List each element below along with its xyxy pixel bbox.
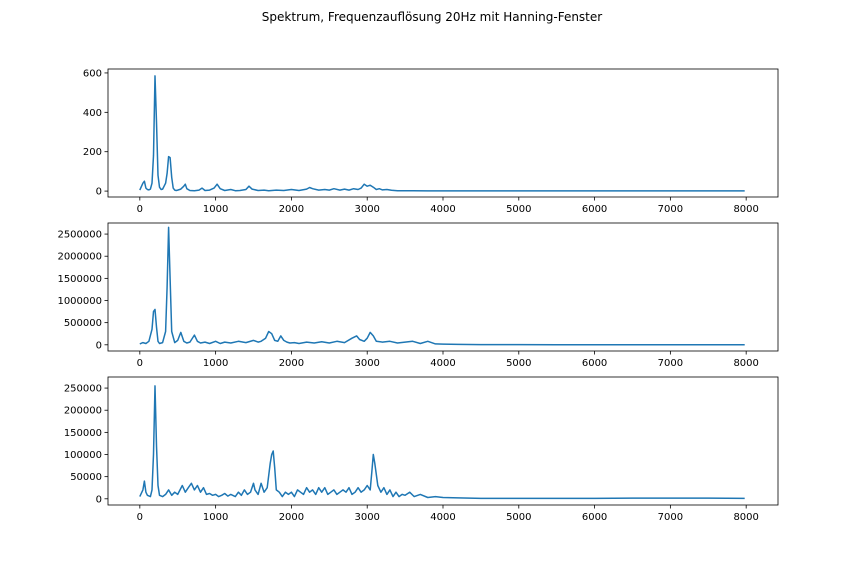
x-tick-label-2-4: 4000 xyxy=(430,358,455,369)
y-tick-label-1-2: 400 xyxy=(83,108,102,119)
series-line-3-1 xyxy=(139,385,745,500)
x-tick-label-3-7: 7000 xyxy=(658,512,683,523)
x-tick-label-2-6: 6000 xyxy=(582,358,607,369)
x-tick-label-2-0: 0 xyxy=(137,358,143,369)
x-tick-label-2-5: 5000 xyxy=(506,358,531,369)
y-tick-label-2-4: 2000000 xyxy=(57,252,102,263)
x-tick-label-2-7: 7000 xyxy=(658,358,683,369)
x-tick-label-1-3: 3000 xyxy=(354,204,379,215)
axes-frame-3 xyxy=(107,376,779,506)
x-tick-label-3-6: 6000 xyxy=(582,512,607,523)
y-tick-label-1-0: 0 xyxy=(96,187,102,198)
x-tick-label-3-5: 5000 xyxy=(506,512,531,523)
subplot-1: 0 1000 2000 3000 4000 5000 6000 7000 8000 0 200 400… xyxy=(83,68,779,215)
x-tick-label-3-4: 4000 xyxy=(430,512,455,523)
y-tick-label-2-2: 1000000 xyxy=(57,296,102,307)
y-tick-label-2-5: 2500000 xyxy=(57,230,102,241)
series-line-1-1 xyxy=(139,75,745,192)
x-tick-label-2-1: 1000 xyxy=(203,358,228,369)
subplot-3: 0 1000 2000 3000 4000 5000 6000 7000 8000 0 50000 1… xyxy=(64,376,779,523)
x-tick-label-3-1: 1000 xyxy=(203,512,228,523)
figure-title: Spektrum, Frequenzauflösung 20Hz mit Han… xyxy=(261,10,603,24)
y-tick-label-2-0: 0 xyxy=(96,340,102,351)
axes-frame-1 xyxy=(107,68,779,198)
y-tick-label-3-1: 50000 xyxy=(70,472,102,483)
y-tick-label-3-0: 0 xyxy=(96,494,102,505)
y-tick-label-3-3: 150000 xyxy=(64,428,102,439)
y-tick-label-3-4: 200000 xyxy=(64,406,102,417)
x-tick-label-1-2: 2000 xyxy=(279,204,304,215)
x-tick-label-3-0: 0 xyxy=(137,512,143,523)
x-tick-label-1-6: 6000 xyxy=(582,204,607,215)
x-tick-label-2-8: 8000 xyxy=(733,358,758,369)
y-tick-label-2-1: 500000 xyxy=(64,318,102,329)
x-tick-label-1-1: 1000 xyxy=(203,204,228,215)
x-tick-label-1-8: 8000 xyxy=(733,204,758,215)
x-tick-label-1-7: 7000 xyxy=(658,204,683,215)
x-tick-label-3-3: 3000 xyxy=(354,512,379,523)
y-tick-label-1-3: 600 xyxy=(83,68,102,79)
y-tick-label-2-3: 1500000 xyxy=(57,274,102,285)
y-tick-label-1-1: 200 xyxy=(83,147,102,158)
x-tick-label-3-8: 8000 xyxy=(733,512,758,523)
x-tick-label-1-4: 4000 xyxy=(430,204,455,215)
x-tick-label-2-2: 2000 xyxy=(279,358,304,369)
subplot-2: 0 1000 2000 3000 4000 5000 6000 7000 8000 0 500000… xyxy=(57,222,779,369)
series-line-2-1 xyxy=(139,226,745,346)
axes-frame-2 xyxy=(107,222,779,352)
x-tick-label-2-3: 3000 xyxy=(354,358,379,369)
y-tick-label-3-2: 100000 xyxy=(64,450,102,461)
x-tick-label-3-2: 2000 xyxy=(279,512,304,523)
x-tick-label-1-5: 5000 xyxy=(506,204,531,215)
y-tick-label-3-5: 250000 xyxy=(64,384,102,395)
x-tick-label-1-0: 0 xyxy=(137,204,143,215)
